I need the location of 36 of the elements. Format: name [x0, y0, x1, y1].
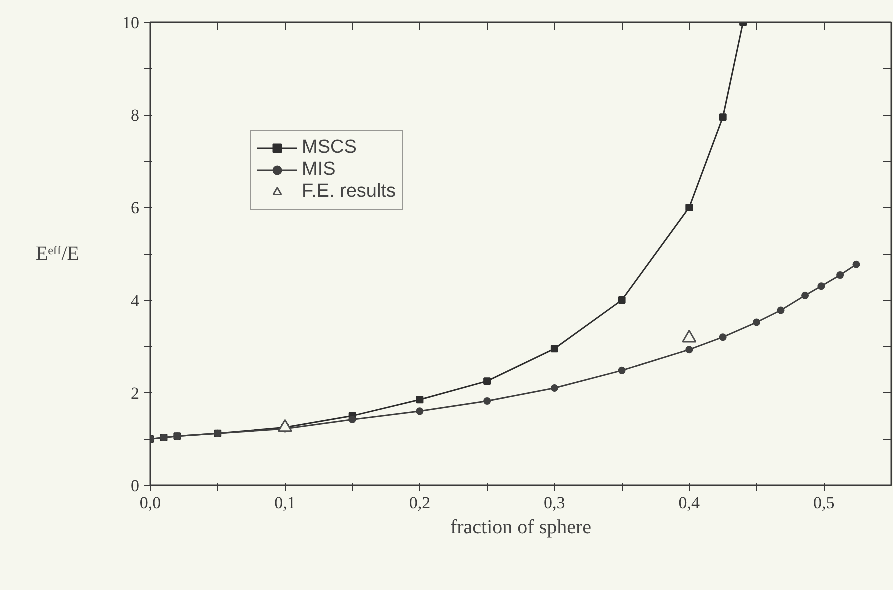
legend-label: MIS [302, 159, 336, 181]
point [416, 408, 424, 416]
x-tick-label: 0,0 [140, 494, 162, 512]
x-tick-label: 0,2 [409, 494, 431, 512]
y-tick-label: 2 [131, 384, 140, 403]
legend-label: MSCS [302, 137, 357, 159]
point [719, 114, 727, 122]
point [618, 296, 626, 304]
point [484, 378, 492, 386]
point [719, 334, 727, 342]
x-tick-label: 0,3 [544, 494, 566, 512]
legend-label: F.E. results [302, 181, 396, 203]
y-tick-label: 4 [131, 291, 140, 310]
y-tick-label: 10 [122, 14, 140, 32]
y-tick-label: 6 [131, 198, 140, 218]
point [686, 346, 694, 354]
x-tick-label: 0,5 [814, 494, 835, 512]
point [550, 384, 558, 392]
point [753, 318, 761, 326]
y-tick-label: 0 [131, 476, 140, 496]
y-axis-title: Eᵉᶠᶠ/E [36, 243, 80, 265]
point [484, 397, 492, 405]
point [348, 416, 356, 424]
point [686, 204, 694, 212]
point [618, 366, 626, 374]
point [836, 272, 844, 280]
x-tick-label: 0,1 [274, 494, 296, 512]
point [777, 306, 785, 314]
point [802, 292, 810, 300]
x-axis-title: fraction of sphere [450, 516, 592, 538]
point [416, 396, 424, 404]
x-tick-label: 0,4 [678, 494, 701, 512]
point [550, 345, 558, 353]
y-tick-label: 8 [131, 106, 140, 126]
point [818, 282, 826, 290]
point [852, 260, 860, 268]
